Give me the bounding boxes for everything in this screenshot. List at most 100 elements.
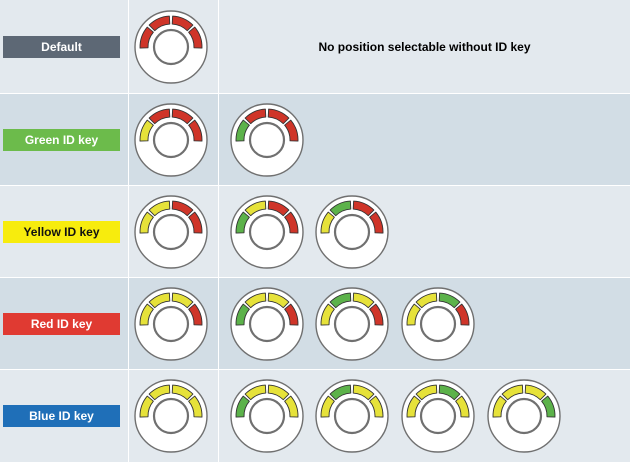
- dial-center-ring: [152, 397, 190, 435]
- dial-segment-2-yellow: [244, 384, 267, 401]
- dial-center-ring: [248, 213, 286, 251]
- dial-center-ring: [505, 397, 543, 435]
- dial-segment-3-yellow: [352, 292, 375, 309]
- dial-segment-2-yellow: [415, 292, 438, 309]
- position-dial-1: [230, 195, 304, 269]
- dial-center-ring: [152, 213, 190, 251]
- dial-segment-3-green: [438, 384, 461, 401]
- dial-center-ring: [152, 28, 190, 66]
- dial-center-ring: [419, 305, 457, 343]
- dial-segment-4-yellow: [284, 395, 299, 418]
- dial-segment-1-yellow: [139, 303, 154, 326]
- dial-segment-4-yellow: [188, 395, 203, 418]
- reference-dial: [134, 10, 208, 84]
- dial-segment-1-green: [235, 119, 250, 142]
- position-dial-3: [401, 379, 475, 453]
- id-key-badge: Yellow ID key: [3, 221, 120, 243]
- position-dial-1: [230, 379, 304, 453]
- dial-segment-3-red: [267, 200, 290, 217]
- dial-segment-3-yellow: [171, 292, 194, 309]
- position-dial-2: [315, 195, 389, 269]
- dial-center-ring: [333, 305, 371, 343]
- dial-segment-4-red: [284, 211, 299, 234]
- dial-segment-2-yellow: [415, 384, 438, 401]
- dial-segment-3-yellow: [524, 384, 547, 401]
- dial-segment-3-red: [171, 200, 194, 217]
- dial-segment-3-yellow: [267, 384, 290, 401]
- dial-segment-4-red: [188, 303, 203, 326]
- dial-segment-2-yellow: [244, 200, 267, 217]
- dial-segment-2-red: [244, 108, 267, 125]
- dial-segment-3-red: [171, 108, 194, 125]
- label-cell: Default: [0, 0, 128, 93]
- dial-segment-4-yellow: [369, 395, 384, 418]
- dial-center-ring: [333, 213, 371, 251]
- dial-segment-2-green: [329, 200, 352, 217]
- dial-center-ring: [248, 121, 286, 159]
- dial-segment-1-yellow: [320, 211, 335, 234]
- dial-segment-4-yellow: [455, 395, 470, 418]
- dial-segment-2-green: [329, 384, 352, 401]
- dial-segment-2-yellow: [148, 384, 171, 401]
- dial-segment-3-yellow: [267, 292, 290, 309]
- row-yellow-id-key: Yellow ID key: [0, 186, 630, 277]
- dial-center-ring: [333, 397, 371, 435]
- row-red-id-key: Red ID key: [0, 278, 630, 369]
- reference-dial: [134, 287, 208, 361]
- dial-segment-4-red: [369, 303, 384, 326]
- row-default: Default No position selectable without ID…: [0, 0, 630, 93]
- dial-segment-4-red: [284, 303, 299, 326]
- dial-segment-2-yellow: [244, 292, 267, 309]
- dial-segment-2-red: [148, 108, 171, 125]
- position-dial-2: [315, 287, 389, 361]
- position-dial-1: [230, 287, 304, 361]
- dial-segment-4-red: [284, 119, 299, 142]
- dial-segment-3-green: [438, 292, 461, 309]
- position-dial-3: [401, 287, 475, 361]
- positions-cell: No position selectable without ID key: [219, 0, 630, 93]
- dial-segment-1-yellow: [139, 395, 154, 418]
- dial-segment-4-red: [369, 211, 384, 234]
- dial-center-ring: [152, 121, 190, 159]
- dial-segment-2-yellow: [148, 292, 171, 309]
- dial-segment-1-green: [235, 395, 250, 418]
- label-cell: Blue ID key: [0, 370, 128, 462]
- row-green-id-key: Green ID key: [0, 94, 630, 185]
- dial-segment-3-red: [171, 15, 194, 32]
- dial-segment-1-yellow: [320, 303, 335, 326]
- dial-segment-4-red: [188, 119, 203, 142]
- position-dial-4: [487, 379, 561, 453]
- id-key-badge: Default: [3, 36, 120, 58]
- reference-dial: [134, 103, 208, 177]
- dial-segment-1-yellow: [139, 119, 154, 142]
- id-key-badge: Blue ID key: [3, 405, 120, 427]
- dial-segment-4-red: [455, 303, 470, 326]
- row-blue-id-key: Blue ID key: [0, 370, 630, 462]
- dial-segment-2-yellow: [501, 384, 524, 401]
- position-dial-1: [230, 103, 304, 177]
- position-dial-2: [315, 379, 389, 453]
- dial-segment-2-red: [148, 15, 171, 32]
- reference-dial: [134, 195, 208, 269]
- dial-segment-4-red: [188, 211, 203, 234]
- reference-dial: [134, 379, 208, 453]
- label-cell: Red ID key: [0, 278, 128, 369]
- no-position-note: No position selectable without ID key: [318, 40, 531, 54]
- dial-segment-1-green: [235, 211, 250, 234]
- dial-center-ring: [152, 305, 190, 343]
- dial-segment-1-red: [139, 26, 154, 49]
- dial-segment-1-yellow: [406, 395, 421, 418]
- dial-segment-1-yellow: [320, 395, 335, 418]
- dial-center-ring: [248, 305, 286, 343]
- dial-segment-2-green: [329, 292, 352, 309]
- dial-segment-4-green: [541, 395, 556, 418]
- dial-segment-1-yellow: [492, 395, 507, 418]
- id-key-badge: Green ID key: [3, 129, 120, 151]
- label-cell: Green ID key: [0, 94, 128, 185]
- dial-segment-3-red: [267, 108, 290, 125]
- dial-segment-4-red: [188, 26, 203, 49]
- dial-segment-3-yellow: [352, 384, 375, 401]
- dial-center-ring: [419, 397, 457, 435]
- dial-segment-2-yellow: [148, 200, 171, 217]
